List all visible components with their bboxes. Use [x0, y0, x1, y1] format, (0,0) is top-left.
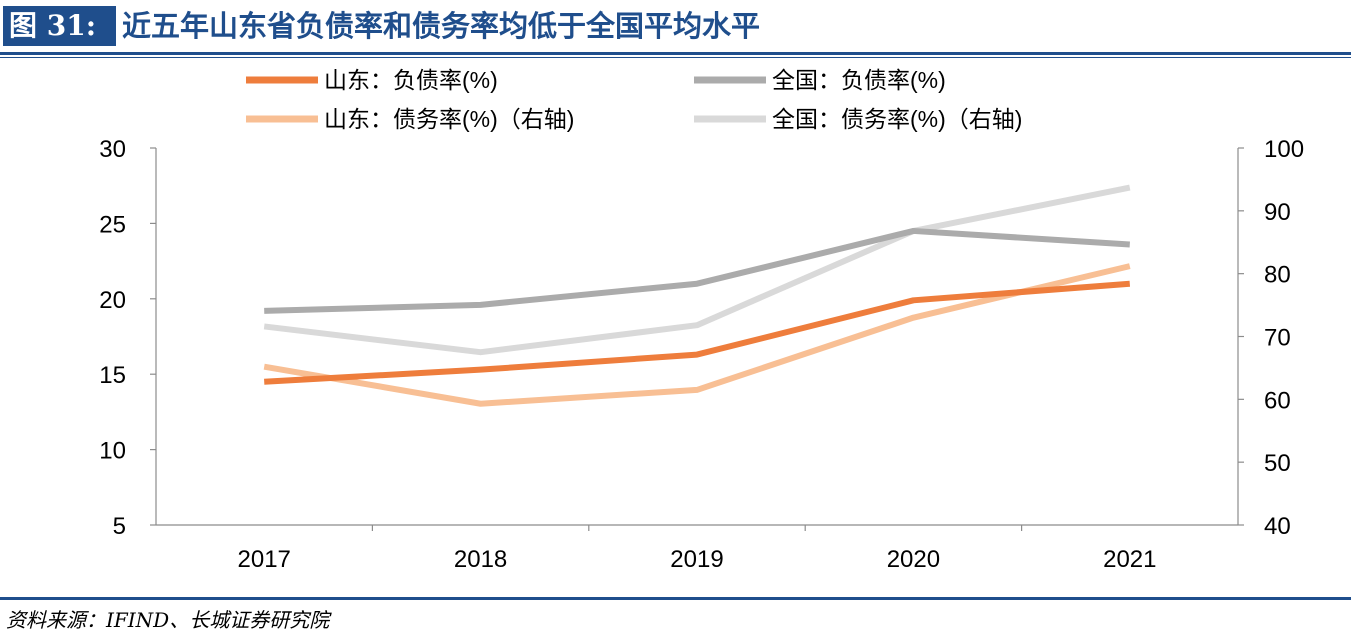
right-tick-label: 60 — [1264, 387, 1291, 414]
right-tick-label: 100 — [1264, 136, 1304, 163]
x-tick-label: 2019 — [670, 546, 723, 573]
x-tick-label: 2017 — [238, 546, 291, 573]
source-note: 资料来源：IFIND、长城证券研究院 — [6, 608, 330, 632]
figure-label: 图 31: — [3, 6, 116, 46]
left-tick-label: 20 — [99, 287, 126, 314]
right-tick-label: 80 — [1264, 262, 1291, 289]
figure-header: 图 31: 近五年山东省负债率和债务率均低于全国平均水平 — [0, 0, 1351, 52]
chart-legend: 山东：负债率(%) 全国：负债率(%) 山东：债务率(%)（右轴) 全国：债务率(%)… — [246, 67, 1022, 132]
left-tick-label: 25 — [99, 211, 126, 238]
header-rule — [0, 52, 1351, 55]
footer-rule — [0, 597, 1351, 600]
series-line-1 — [264, 280, 1131, 385]
series-line-2 — [264, 227, 1130, 314]
right-tick-label: 40 — [1264, 513, 1291, 540]
legend-label-1: 山东：负债率(%) — [324, 67, 498, 93]
series-line-3 — [263, 263, 1131, 407]
right-tick-label: 90 — [1264, 199, 1291, 226]
x-tick-label: 2018 — [454, 546, 507, 573]
legend-label-3: 山东：债务率(%)（右轴) — [324, 106, 574, 132]
chart-axes: 30 25 20 15 10 5 100 90 80 70 60 50 40 2017 2018 2019 20… — [99, 136, 1304, 573]
series-line-4 — [263, 184, 1131, 356]
figure-title: 近五年山东省负债率和债务率均低于全国平均水平 — [122, 9, 761, 43]
left-tick-label: 10 — [99, 438, 126, 465]
x-tick-label: 2020 — [887, 546, 940, 573]
line-chart: 山东：负债率(%) 全国：负债率(%) 山东：债务率(%)（右轴) 全国：债务率(%)… — [99, 67, 1304, 573]
header-rule-thin — [0, 57, 1351, 58]
legend-label-2: 全国：负债率(%) — [772, 67, 946, 93]
left-tick-label: 5 — [113, 513, 126, 540]
chart-series — [263, 184, 1131, 407]
right-tick-label: 50 — [1264, 450, 1291, 477]
left-tick-label: 30 — [99, 136, 126, 163]
legend-label-4: 全国：债务率(%)（右轴) — [772, 106, 1022, 132]
right-tick-label: 70 — [1264, 325, 1291, 352]
x-tick-label: 2021 — [1103, 546, 1156, 573]
left-tick-label: 15 — [99, 362, 126, 389]
